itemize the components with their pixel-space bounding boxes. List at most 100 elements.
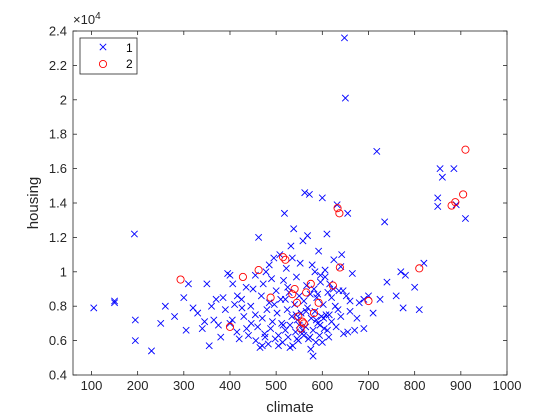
legend-label-series-1: 1 <box>126 41 133 55</box>
x-marker-stroke <box>212 295 220 303</box>
data-point-series-1 <box>292 273 300 281</box>
x-marker-stroke <box>319 300 327 308</box>
data-point-series-1 <box>254 323 262 331</box>
x-marker-stroke <box>434 202 442 210</box>
x-marker-stroke <box>249 285 257 293</box>
data-point-series-2 <box>335 209 344 218</box>
data-point-series-1 <box>411 283 419 291</box>
x-marker-stroke <box>312 338 320 346</box>
data-point-series-1 <box>318 194 326 202</box>
x-marker-stroke <box>328 294 336 302</box>
x-marker-stroke <box>300 331 308 339</box>
data-point-series-1 <box>203 280 211 288</box>
x-marker-stroke <box>397 268 405 276</box>
data-point-series-1 <box>312 316 320 324</box>
data-point-series-1 <box>252 337 260 345</box>
data-point-series-2 <box>266 293 275 302</box>
data-point-series-2 <box>299 319 308 328</box>
x-marker-stroke <box>321 266 329 274</box>
data-point-series-2 <box>333 204 342 213</box>
x-marker-stroke <box>308 261 316 269</box>
x-axis-label: climate <box>266 399 314 416</box>
x-marker-stroke <box>264 340 272 348</box>
data-point-series-1 <box>314 290 322 298</box>
x-marker-stroke <box>337 263 345 271</box>
x-marker-stroke <box>351 326 359 334</box>
data-point-series-1 <box>346 307 354 315</box>
data-point-series-1 <box>323 326 331 334</box>
x-marker-stroke <box>290 225 298 233</box>
data-point-series-1 <box>316 331 324 339</box>
data-point-series-1 <box>325 333 333 341</box>
x-marker-stroke <box>198 325 206 333</box>
data-point-series-1 <box>90 304 98 312</box>
data-point-series-1 <box>373 147 381 155</box>
x-marker-stroke <box>337 313 345 321</box>
data-point-series-1 <box>355 299 363 307</box>
data-point-series-1 <box>415 306 423 314</box>
data-point-series-1 <box>318 338 326 346</box>
x-marker-stroke <box>309 352 317 360</box>
data-point-series-1 <box>231 300 239 308</box>
data-point-series-1 <box>268 318 276 326</box>
data-point-series-1 <box>205 342 213 350</box>
x-marker-stroke <box>226 271 234 279</box>
data-point-series-1 <box>324 288 332 296</box>
x-marker-stroke <box>434 194 442 202</box>
x-tick-label: 200 <box>127 378 149 393</box>
data-point-series-2 <box>298 317 307 326</box>
data-point-series-1 <box>399 304 407 312</box>
x-marker-stroke <box>243 325 251 333</box>
x-marker-stroke <box>270 300 278 308</box>
data-point-series-1 <box>182 326 190 334</box>
x-marker-stroke <box>268 275 276 283</box>
x-marker-stroke <box>240 313 248 321</box>
x-marker-stroke <box>263 306 271 314</box>
x-marker-stroke <box>131 316 139 324</box>
data-point-series-1 <box>316 321 324 329</box>
x-marker-stroke <box>450 165 458 173</box>
x-marker-stroke <box>273 309 281 317</box>
x-marker-stroke <box>341 94 349 102</box>
data-point-series-1 <box>257 292 265 300</box>
data-point-series-1 <box>307 314 315 322</box>
data-point-series-1 <box>258 314 266 322</box>
x-marker-stroke <box>310 285 318 293</box>
x-marker-stroke <box>323 230 331 238</box>
data-point-series-1 <box>344 328 352 336</box>
x-marker-stroke <box>316 321 324 329</box>
x-marker-stroke <box>272 287 280 295</box>
x-marker-stroke <box>270 254 278 262</box>
y-axis-label: housing <box>25 177 42 230</box>
x-marker-stroke <box>258 314 266 322</box>
data-point-series-2 <box>415 264 424 273</box>
x-marker-stroke <box>261 333 269 341</box>
data-point-series-1 <box>194 309 202 317</box>
x-marker-stroke <box>461 214 469 222</box>
x-marker-stroke <box>295 292 303 300</box>
x-marker-stroke <box>353 314 361 322</box>
data-point-series-1 <box>341 94 349 102</box>
x-marker-stroke <box>348 270 356 278</box>
data-point-series-1 <box>273 309 281 317</box>
data-point-series-1 <box>219 294 227 302</box>
data-point-series-1 <box>346 297 354 305</box>
data-point-series-1 <box>259 280 267 288</box>
x-marker-stroke <box>130 230 138 238</box>
x-marker-stroke <box>311 307 319 315</box>
x-marker-stroke <box>251 311 259 319</box>
data-point-series-1 <box>235 335 243 343</box>
x-marker-stroke <box>415 306 423 314</box>
data-point-series-1 <box>338 251 346 259</box>
data-point-series-1 <box>311 268 319 276</box>
data-point-series-1 <box>270 254 278 262</box>
x-tick-label: 600 <box>311 378 333 393</box>
y-tick-label: 0.6 <box>49 333 67 348</box>
x-marker-stroke <box>369 309 377 317</box>
x-marker-stroke <box>228 316 236 324</box>
data-point-series-1 <box>334 306 342 314</box>
data-point-series-2 <box>302 288 311 297</box>
data-markers <box>90 34 470 360</box>
x-tick-label: 500 <box>265 378 287 393</box>
data-point-series-1 <box>270 300 278 308</box>
